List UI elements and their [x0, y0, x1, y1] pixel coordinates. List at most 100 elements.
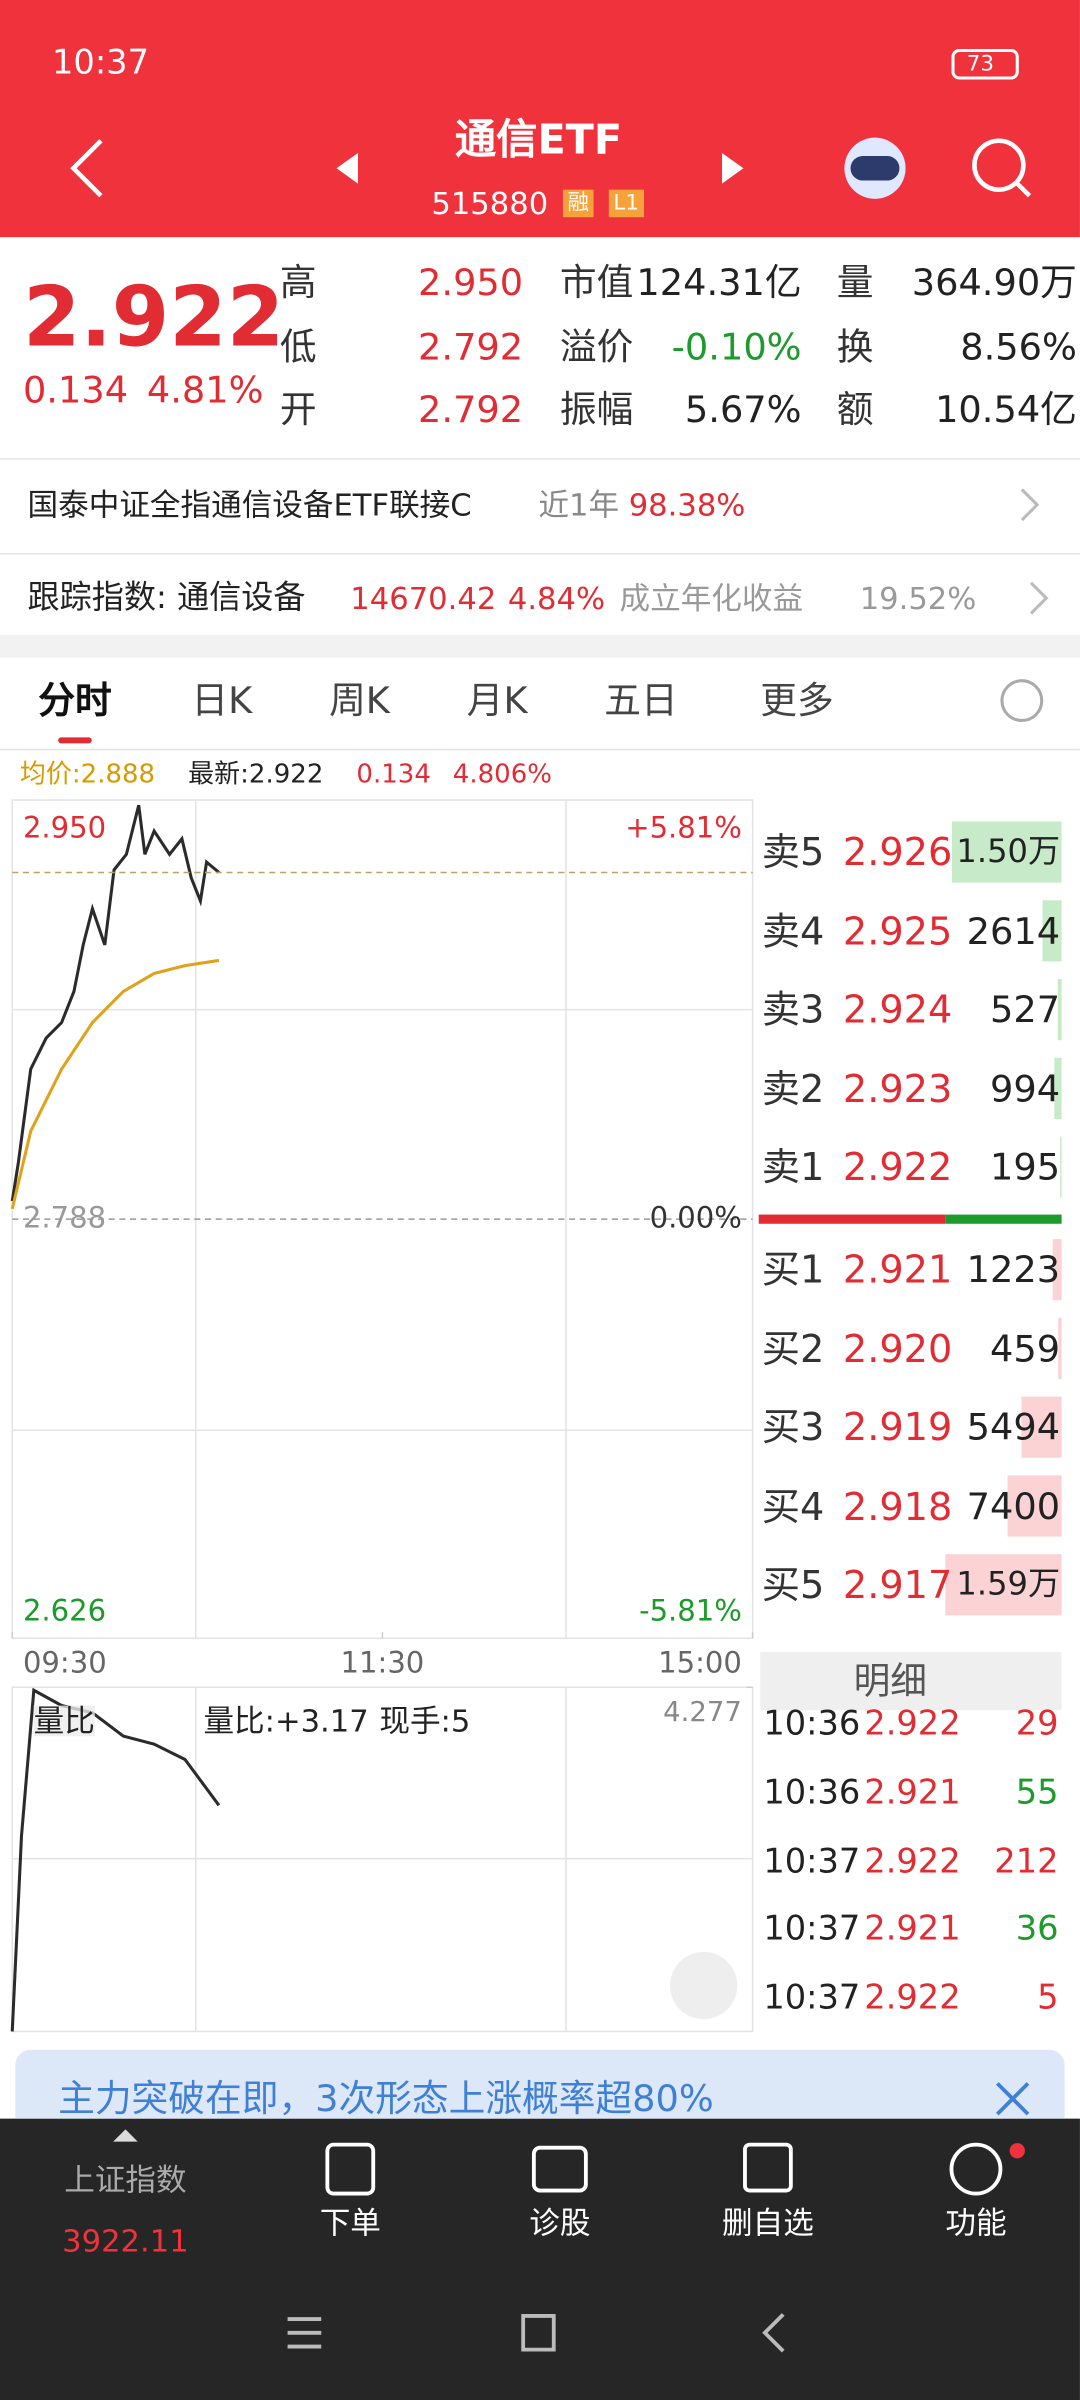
dividers — [0, 458, 1080, 751]
book-label: 买5 — [761, 1562, 825, 1607]
book-volume: 1.50万 — [956, 832, 1061, 870]
book-volume: 1223 — [966, 1248, 1061, 1292]
tracking-label[interactable]: 跟踪指数: 通信设备 — [27, 578, 306, 616]
y-tick-label: 2.626 — [22, 1594, 107, 1629]
detail-volume: 36 — [1015, 1911, 1059, 1950]
book-price: 2.917 — [842, 1562, 953, 1607]
volume-bar — [1058, 1317, 1062, 1380]
detail-price: 2.921 — [864, 1911, 961, 1950]
volume-bar — [1042, 900, 1062, 962]
stat-label: 换 — [836, 325, 874, 368]
stat-label: 溢价 — [559, 325, 634, 368]
order-icon[interactable] — [325, 2142, 376, 2196]
x-tick-label: 11:30 — [340, 1646, 425, 1681]
volume-bar — [1021, 1396, 1062, 1458]
tab: 更多 — [760, 679, 834, 723]
chevrons — [1020, 488, 1049, 615]
tracking-value: 14670.42 — [350, 579, 497, 617]
volume-bar — [945, 1554, 1062, 1616]
book-volume: 527 — [990, 988, 1061, 1032]
chevron[interactable] — [1020, 488, 1040, 522]
volume-bar — [1054, 1057, 1062, 1119]
stat-value: 2.950 — [418, 261, 524, 305]
close-icon[interactable] — [996, 2082, 1030, 2116]
nav-item[interactable]: 删自选 — [722, 2204, 814, 2242]
detail-time: 10:37 — [763, 1911, 861, 1950]
tracking-pct: 4.84% — [507, 579, 606, 617]
next-icon[interactable] — [722, 152, 744, 184]
banner-bg — [15, 2049, 1065, 2119]
book-label: 买1 — [761, 1247, 825, 1292]
expand-icon[interactable] — [670, 1951, 738, 2020]
nav-bg — [0, 2118, 1080, 2400]
book-label: 卖3 — [761, 987, 825, 1032]
stat-value: 2.792 — [418, 388, 524, 432]
function-icon[interactable] — [949, 2142, 1003, 2196]
diagnose-icon[interactable] — [531, 2145, 588, 2193]
book-price: 2.924 — [842, 987, 953, 1032]
tab: 分时 — [38, 679, 112, 723]
system-nav[interactable] — [287, 2313, 785, 2353]
battery-icon — [951, 48, 1019, 80]
battery: 73 — [966, 52, 995, 77]
link-period: 近1年 — [538, 486, 620, 524]
nav-item[interactable]: 诊股 — [529, 2204, 591, 2242]
index-name[interactable]: 上证指数 — [64, 2161, 187, 2199]
code: 515880 — [431, 185, 549, 222]
settings-icon[interactable] — [1000, 679, 1044, 723]
volume-bar — [1052, 1239, 1062, 1301]
detail-time: 10:37 — [763, 1979, 861, 2018]
back-icon[interactable] — [70, 139, 103, 198]
prev-icon[interactable] — [336, 152, 358, 184]
chart-frame — [11, 799, 754, 2033]
stat-label: 振幅 — [559, 388, 634, 432]
remove-icon[interactable] — [743, 2142, 793, 2193]
stat-value: 364.90万 — [911, 261, 1077, 305]
volume-bar — [1007, 1475, 1062, 1537]
series-line — [10, 804, 220, 1202]
nav-item[interactable]: 下单 — [319, 2204, 381, 2242]
x-tick-label: 09:30 — [22, 1646, 107, 1681]
x-tick-label: 15:00 — [658, 1646, 742, 1681]
search-icon[interactable] — [972, 138, 1026, 192]
banner[interactable]: 主力突破在即，3次形态上涨概率超80% — [58, 2077, 714, 2121]
detail-title[interactable]: 明细 — [853, 1659, 927, 1703]
stat-label: 高 — [279, 261, 317, 305]
book-volume: 2614 — [966, 909, 1061, 953]
volume-bar — [1057, 979, 1062, 1041]
index-value: 3922.11 — [62, 2222, 189, 2260]
gap — [0, 634, 1080, 658]
title: 通信ETF — [454, 117, 623, 165]
book-label: 卖5 — [761, 829, 825, 875]
book-price: 2.919 — [842, 1405, 953, 1450]
badge: 融 — [562, 189, 594, 218]
book-price: 2.925 — [842, 908, 953, 954]
nav-item[interactable]: 功能 — [945, 2204, 1007, 2242]
detail-time: 10:36 — [763, 1705, 861, 1744]
book-price: 2.926 — [842, 829, 953, 875]
vol-label[interactable]: 量比 — [33, 1702, 95, 1740]
book-volume: 459 — [990, 1327, 1061, 1370]
book-volume: 1.59万 — [956, 1565, 1061, 1603]
robot-face — [850, 156, 900, 181]
tab: 周K — [329, 679, 390, 723]
chart-pct: 4.806% — [452, 759, 552, 791]
book-price: 2.922 — [842, 1144, 953, 1190]
stat-value: 5.67% — [684, 388, 802, 432]
price: 2.922 — [22, 269, 285, 366]
detail-price: 2.921 — [864, 1774, 961, 1813]
link-name[interactable]: 国泰中证全指通信设备ETF联接C — [27, 486, 472, 524]
book-volume: 195 — [990, 1145, 1061, 1189]
y2-tick-label: -5.81% — [639, 1594, 742, 1629]
book-label: 卖4 — [761, 908, 825, 954]
detail-time: 10:36 — [763, 1774, 861, 1813]
clock: 10:37 — [52, 44, 150, 83]
book-price: 2.918 — [842, 1483, 953, 1529]
detail-volume: 29 — [1015, 1705, 1059, 1744]
detail-price: 2.922 — [864, 1842, 961, 1881]
chevron[interactable] — [1029, 581, 1049, 615]
change: 0.134 — [22, 368, 129, 412]
